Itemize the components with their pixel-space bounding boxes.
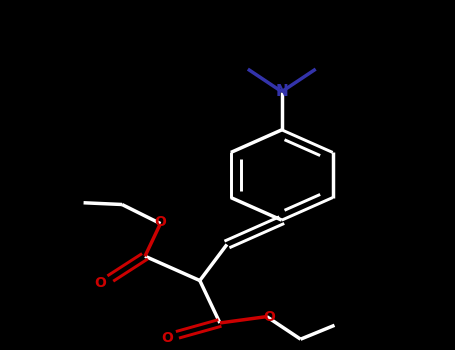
Text: O: O <box>95 276 106 290</box>
Text: O: O <box>162 331 173 345</box>
Text: O: O <box>263 310 275 324</box>
Text: N: N <box>275 84 288 99</box>
Text: O: O <box>155 215 167 229</box>
